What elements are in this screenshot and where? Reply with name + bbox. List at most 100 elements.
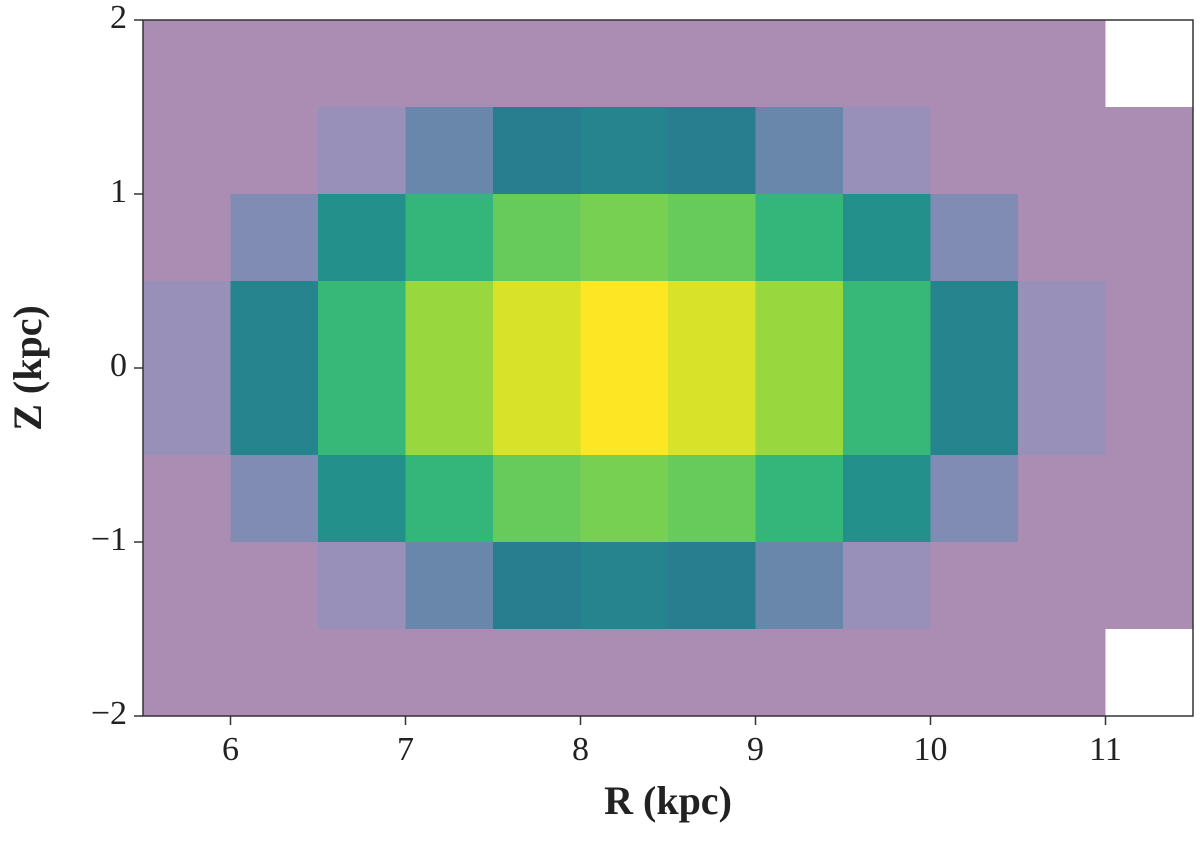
density-cell: [230, 629, 318, 716]
density-cell: [668, 629, 756, 716]
density-cell: [405, 194, 493, 281]
density-cell: [493, 281, 581, 368]
density-cell: [843, 20, 931, 107]
density-cell: [230, 542, 318, 629]
density-cell: [230, 107, 318, 194]
density-cell: [930, 455, 1018, 542]
density-cell: [580, 20, 668, 107]
density-cell: [1018, 542, 1106, 629]
density-cell: [143, 107, 231, 194]
density-cell: [580, 368, 668, 455]
density-cell: [230, 194, 318, 281]
density-cell: [843, 107, 931, 194]
density-cell: [1018, 281, 1106, 368]
density-cell: [143, 281, 231, 368]
density-cell: [580, 629, 668, 716]
cells: [143, 20, 1193, 716]
density-cell: [1018, 107, 1106, 194]
density-cell: [405, 542, 493, 629]
density-cell: [493, 107, 581, 194]
density-cell: [318, 20, 406, 107]
density-cell: [493, 20, 581, 107]
density-cell: [930, 542, 1018, 629]
density-cell: [405, 455, 493, 542]
density-cell: [493, 194, 581, 281]
density-cell: [1105, 281, 1193, 368]
density-cell: [143, 368, 231, 455]
plot-frame: [142, 19, 1194, 717]
density-cell: [143, 455, 231, 542]
density-cell: [1018, 629, 1106, 716]
density-cell: [930, 368, 1018, 455]
x-tick-label: 8: [572, 731, 589, 768]
density-cell: [930, 629, 1018, 716]
density-cell: [843, 194, 931, 281]
density-cell: [668, 368, 756, 455]
density-cell: [318, 542, 406, 629]
density-cell: [668, 542, 756, 629]
density-cell: [1105, 107, 1193, 194]
density-cell: [230, 281, 318, 368]
x-tick-label: 10: [914, 731, 948, 768]
y-tick-label: −2: [91, 695, 127, 732]
density-cell: [843, 368, 931, 455]
density-cell: [580, 107, 668, 194]
density-cell: [668, 455, 756, 542]
density-cell: [930, 281, 1018, 368]
density-cell: [230, 368, 318, 455]
density-cell: [755, 281, 843, 368]
density-cell: [143, 194, 231, 281]
density-cell: [1105, 368, 1193, 455]
x-tick-label: 9: [747, 731, 764, 768]
y-tick-label: 2: [110, 0, 127, 36]
density-cell: [405, 20, 493, 107]
density-cell: [930, 194, 1018, 281]
y-axis-title: Z (kpc): [5, 305, 50, 431]
x-tick-label: 6: [222, 731, 239, 768]
density-cell: [1018, 455, 1106, 542]
density-cell: [668, 20, 756, 107]
axes: 6 7 8 9 10 11 −2 −1 0 1 2: [91, 0, 1122, 768]
density-cell: [318, 107, 406, 194]
density-cell: [755, 368, 843, 455]
density-cell: [493, 455, 581, 542]
density-cell: [493, 368, 581, 455]
density-cell: [405, 281, 493, 368]
density-cell: [1105, 542, 1193, 629]
density-cell: [405, 368, 493, 455]
density-cell: [230, 455, 318, 542]
density-cell: [668, 107, 756, 194]
density-cell: [843, 281, 931, 368]
density-cell: [755, 107, 843, 194]
density-cell: [318, 629, 406, 716]
density-cell: [1018, 194, 1106, 281]
density-cell: [1105, 194, 1193, 281]
density-cell: [755, 542, 843, 629]
density-cell: [405, 629, 493, 716]
density-cell: [843, 629, 931, 716]
density-cell: [755, 455, 843, 542]
density-cell: [843, 455, 931, 542]
density-cell: [493, 629, 581, 716]
density-cell: [755, 629, 843, 716]
density-cell: [580, 194, 668, 281]
density-cell: [1018, 368, 1106, 455]
density-cell: [755, 194, 843, 281]
density-cell: [143, 629, 231, 716]
density-cell: [318, 455, 406, 542]
density-cell: [580, 281, 668, 368]
density-cell: [318, 194, 406, 281]
density-cell: [493, 542, 581, 629]
density-cell: [843, 542, 931, 629]
density-cell: [1018, 20, 1106, 107]
density-cell: [1105, 455, 1193, 542]
density-cell: [318, 281, 406, 368]
x-axis-title: R (kpc): [604, 778, 732, 823]
density-cell: [230, 20, 318, 107]
y-tick-label: 0: [110, 347, 127, 384]
density-cell: [405, 107, 493, 194]
density-cell: [580, 455, 668, 542]
y-tick-label: 1: [110, 173, 127, 210]
density-cell: [668, 194, 756, 281]
